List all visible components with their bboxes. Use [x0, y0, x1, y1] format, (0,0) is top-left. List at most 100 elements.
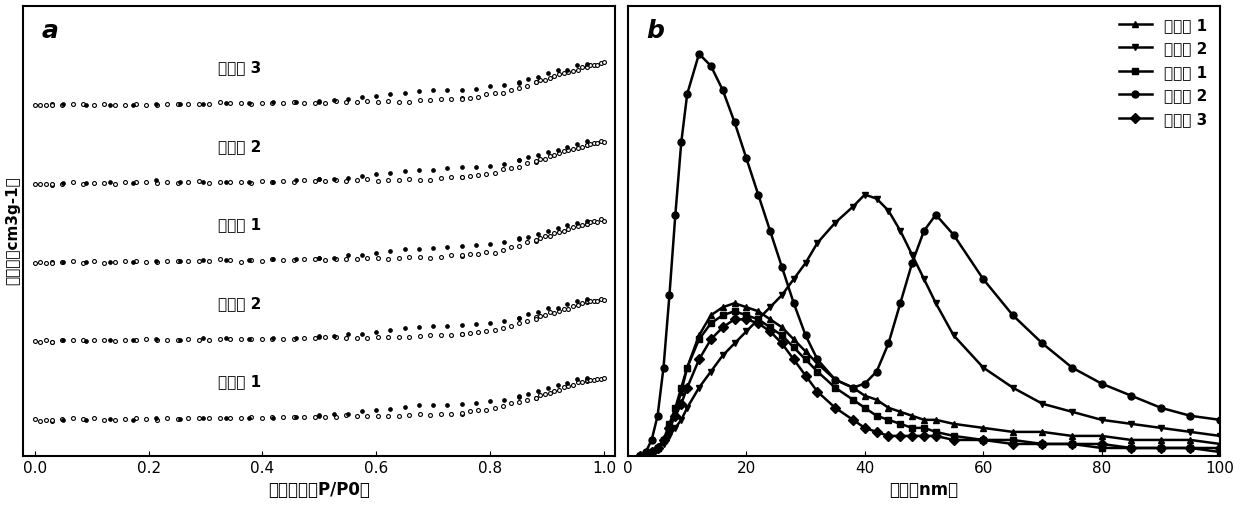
对比例 3	[799, 373, 813, 379]
对比例 3	[763, 328, 777, 334]
对比例 3	[857, 425, 872, 431]
实施例 1	[775, 324, 790, 330]
实施例 2	[680, 405, 694, 411]
对比例 1	[680, 365, 694, 371]
实施例 2	[715, 352, 730, 359]
对比例 3	[656, 437, 671, 443]
对比例 2	[1183, 413, 1198, 419]
实施例 2	[882, 208, 897, 214]
对比例 3	[639, 453, 653, 459]
对比例 1	[1065, 441, 1080, 447]
实施例 1	[946, 421, 961, 427]
对比例 3	[976, 437, 991, 443]
对比例 3	[632, 453, 647, 459]
实施例 2	[668, 425, 683, 431]
对比例 1	[1123, 445, 1138, 451]
实施例 2	[703, 369, 718, 375]
实施例 2	[846, 204, 861, 210]
实施例 1	[810, 361, 825, 367]
对比例 3	[703, 336, 718, 342]
对比例 1	[929, 429, 944, 435]
实施例 1	[1213, 441, 1228, 447]
Text: a: a	[41, 19, 58, 43]
对比例 1	[632, 453, 647, 459]
对比例 2	[715, 87, 730, 93]
实施例 2	[1213, 433, 1228, 439]
实施例 1	[727, 300, 742, 306]
实施例 2	[775, 292, 790, 298]
实施例 2	[1035, 400, 1050, 407]
对比例 1	[869, 413, 884, 419]
实施例 1	[976, 425, 991, 431]
实施例 1	[893, 409, 908, 415]
对比例 2	[739, 156, 754, 162]
对比例 1	[846, 397, 861, 403]
实施例 1	[1006, 429, 1021, 435]
实施例 1	[828, 377, 843, 383]
实施例 1	[1065, 433, 1080, 439]
实施例 2	[727, 340, 742, 346]
实施例 1	[656, 437, 671, 443]
对比例 3	[1094, 441, 1109, 447]
实施例 2	[946, 332, 961, 338]
对比例 3	[946, 437, 961, 443]
对比例 2	[763, 228, 777, 234]
对比例 1	[1183, 445, 1198, 451]
实施例 2	[893, 228, 908, 234]
对比例 2	[786, 300, 801, 306]
X-axis label: 相对压力（P/P0）: 相对压力（P/P0）	[268, 481, 371, 499]
Line: 对比例 3: 对比例 3	[636, 316, 1224, 460]
对比例 1	[650, 445, 665, 451]
对比例 3	[680, 385, 694, 391]
实施例 1	[668, 409, 683, 415]
Line: 实施例 1: 实施例 1	[636, 299, 1224, 460]
对比例 1	[727, 308, 742, 314]
对比例 1	[946, 433, 961, 439]
对比例 3	[1153, 445, 1168, 451]
对比例 1	[1006, 437, 1021, 443]
对比例 1	[786, 344, 801, 350]
对比例 2	[650, 413, 665, 419]
实施例 2	[739, 328, 754, 334]
实施例 2	[1094, 417, 1109, 423]
对比例 2	[775, 264, 790, 270]
Text: b: b	[646, 19, 663, 43]
实施例 1	[703, 312, 718, 318]
实施例 1	[929, 417, 944, 423]
对比例 3	[668, 413, 683, 419]
实施例 1	[763, 316, 777, 322]
对比例 3	[828, 405, 843, 411]
实施例 2	[905, 252, 920, 258]
对比例 3	[905, 433, 920, 439]
实施例 2	[650, 445, 665, 451]
对比例 1	[1094, 445, 1109, 451]
对比例 3	[869, 429, 884, 435]
对比例 1	[905, 425, 920, 431]
对比例 1	[810, 369, 825, 375]
对比例 3	[846, 417, 861, 423]
对比例 2	[692, 51, 707, 57]
实施例 2	[656, 441, 671, 447]
对比例 1	[1213, 449, 1228, 455]
实施例 2	[662, 433, 677, 439]
实施例 1	[1094, 433, 1109, 439]
对比例 2	[946, 232, 961, 238]
对比例 2	[882, 340, 897, 346]
对比例 3	[916, 433, 931, 439]
对比例 2	[916, 228, 931, 234]
实施例 1	[1123, 437, 1138, 443]
对比例 3	[673, 400, 688, 407]
实施例 2	[799, 260, 813, 266]
实施例 2	[929, 300, 944, 306]
Line: 对比例 2: 对比例 2	[636, 50, 1224, 460]
X-axis label: 孔径（nm）: 孔径（nm）	[889, 481, 959, 499]
对比例 2	[1035, 340, 1050, 346]
对比例 2	[750, 191, 765, 197]
对比例 2	[662, 292, 677, 298]
对比例 2	[976, 276, 991, 282]
对比例 2	[656, 365, 671, 371]
实施例 2	[692, 385, 707, 391]
对比例 1	[1153, 445, 1168, 451]
对比例 2	[645, 437, 660, 443]
实施例 2	[810, 240, 825, 246]
